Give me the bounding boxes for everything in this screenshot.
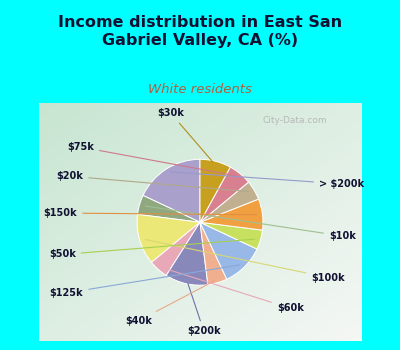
Text: $10k: $10k xyxy=(145,206,356,241)
Wedge shape xyxy=(200,222,257,279)
Text: $30k: $30k xyxy=(157,108,213,162)
Text: Income distribution in East San
Gabriel Valley, CA (%): Income distribution in East San Gabriel … xyxy=(58,15,342,48)
Text: $60k: $60k xyxy=(163,268,304,313)
Text: City-Data.com: City-Data.com xyxy=(262,116,327,125)
Wedge shape xyxy=(200,159,230,222)
Wedge shape xyxy=(152,222,200,275)
Wedge shape xyxy=(200,222,227,285)
Text: $200k: $200k xyxy=(187,283,221,336)
Wedge shape xyxy=(137,214,200,262)
Wedge shape xyxy=(166,222,208,285)
Text: $20k: $20k xyxy=(56,171,249,191)
Text: $40k: $40k xyxy=(126,281,214,326)
Text: White residents: White residents xyxy=(148,83,252,97)
Wedge shape xyxy=(138,195,200,222)
Text: $125k: $125k xyxy=(50,265,240,298)
Wedge shape xyxy=(200,182,258,222)
Wedge shape xyxy=(143,159,200,222)
Text: $75k: $75k xyxy=(67,142,235,176)
Wedge shape xyxy=(200,199,263,230)
Text: > $200k: > $200k xyxy=(171,172,364,189)
Text: $100k: $100k xyxy=(145,239,345,282)
Text: $50k: $50k xyxy=(49,239,255,259)
Wedge shape xyxy=(200,167,248,222)
Text: $150k: $150k xyxy=(44,208,256,218)
Wedge shape xyxy=(200,222,262,249)
